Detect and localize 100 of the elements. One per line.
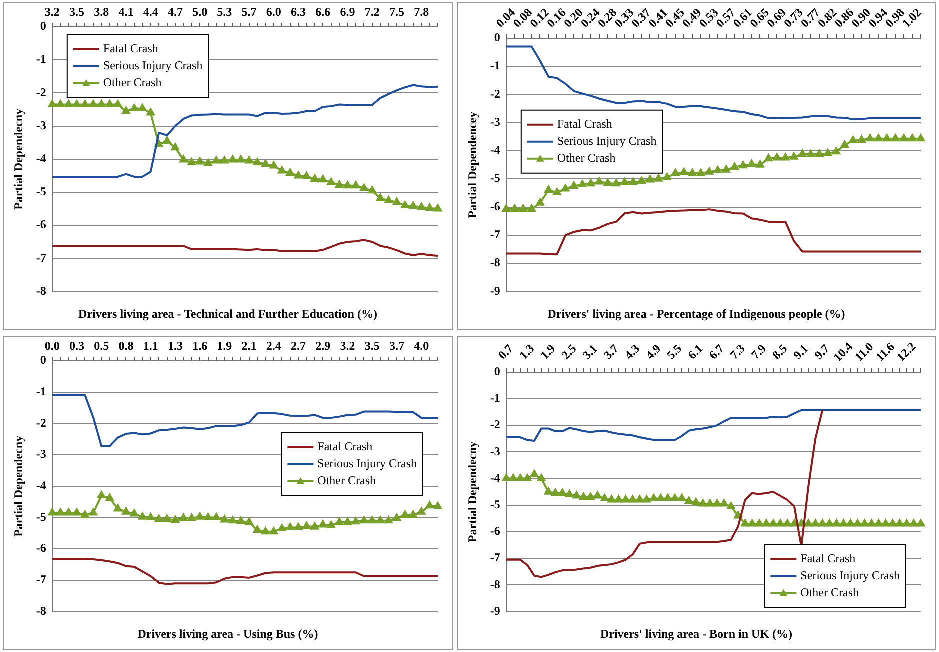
point	[696, 169, 706, 176]
y-tick-label: -8	[490, 256, 500, 270]
y-tick-label: -6	[490, 199, 500, 214]
x-tick-label: 3.8	[94, 5, 110, 20]
point	[782, 154, 790, 161]
x-tick-label: 6.0	[266, 5, 282, 20]
y-tick-label: -4	[36, 151, 46, 166]
point	[384, 516, 393, 524]
y-axis-title: Partial Dependecny	[11, 108, 26, 210]
point	[327, 521, 336, 528]
point	[536, 198, 544, 206]
point	[253, 526, 262, 534]
point	[368, 186, 376, 194]
point	[188, 514, 196, 522]
point	[553, 188, 562, 196]
point	[426, 204, 434, 212]
y-tick-label: -7	[36, 250, 46, 265]
x-tick-label: 1.6	[192, 339, 208, 354]
y-tick-label: -4	[490, 470, 500, 485]
x-tick-label: 7.3	[727, 342, 748, 362]
point	[902, 519, 911, 527]
point	[180, 156, 188, 163]
point	[604, 178, 612, 186]
x-tick-label: 2.5	[558, 342, 580, 362]
y-tick-label: -6	[36, 541, 46, 556]
point	[418, 202, 426, 210]
y-axis-title: Partial Dependecny	[465, 442, 480, 543]
point	[636, 496, 644, 503]
y-tick-label: -1	[490, 58, 500, 73]
point	[122, 508, 130, 515]
point	[629, 178, 638, 186]
y-tick-label: -9	[490, 284, 500, 298]
x-tick-label: 1.1	[143, 339, 158, 354]
point	[516, 474, 524, 482]
x-tick-label: 6.1	[685, 342, 706, 362]
point	[706, 500, 714, 507]
point	[196, 512, 204, 520]
y-tick-label: -3	[490, 114, 500, 129]
y-tick-label: -7	[490, 550, 500, 565]
legend-label: Other Crash	[103, 76, 162, 90]
point	[748, 160, 756, 168]
point	[64, 100, 73, 108]
point	[790, 152, 798, 160]
point	[253, 158, 262, 166]
y-tick-label: -2	[490, 418, 500, 432]
legend-label: Other Crash	[557, 150, 616, 165]
point	[270, 162, 278, 169]
point	[368, 516, 376, 524]
point	[384, 196, 393, 204]
point	[155, 514, 164, 522]
point	[418, 508, 426, 515]
point	[302, 522, 311, 530]
x-tick-label: 0.8	[118, 339, 134, 354]
x-axis-title: Drivers' living area - Percentage of Indigenous people (%)	[546, 306, 846, 323]
point	[278, 524, 286, 532]
point	[790, 519, 799, 527]
x-tick-label: 5.5	[664, 342, 685, 362]
point	[840, 519, 848, 527]
x-tick-label: 6.3	[291, 5, 306, 20]
point	[594, 492, 602, 499]
point	[89, 100, 98, 108]
x-tick-label: 1.9	[217, 339, 232, 354]
point	[678, 494, 686, 502]
point	[874, 519, 883, 527]
point	[98, 491, 106, 499]
x-tick-label: 4.0	[414, 339, 430, 354]
point	[722, 166, 730, 173]
point	[866, 134, 874, 142]
x-tick-label: 5.0	[192, 5, 208, 20]
point	[739, 161, 748, 169]
y-tick-label: -2	[36, 85, 46, 100]
point	[56, 100, 65, 108]
point	[608, 496, 616, 503]
x-tick-label: 0.7	[496, 342, 516, 362]
point	[138, 512, 147, 520]
point	[638, 176, 646, 184]
point	[519, 204, 528, 212]
x-tick-label: 0.3	[70, 339, 85, 354]
point	[916, 519, 926, 527]
y-tick-label: -5	[36, 184, 46, 199]
point	[228, 516, 237, 524]
x-tick-label: 3.2	[44, 5, 60, 20]
point	[538, 474, 546, 482]
y-tick-label: -2	[36, 416, 46, 430]
point	[146, 513, 155, 520]
point	[163, 136, 172, 144]
y-tick-label: -5	[490, 497, 500, 512]
point	[858, 136, 866, 144]
point	[815, 150, 824, 158]
point	[705, 168, 714, 175]
y-tick-label: 0	[494, 30, 500, 44]
point	[642, 496, 651, 503]
x-tick-label: 5.3	[217, 5, 232, 20]
point	[900, 134, 908, 142]
point	[572, 492, 581, 499]
point	[286, 523, 294, 531]
point	[138, 104, 147, 112]
point	[48, 508, 56, 516]
point	[426, 501, 434, 509]
legend-label: Serious Injury Crash	[318, 456, 418, 471]
